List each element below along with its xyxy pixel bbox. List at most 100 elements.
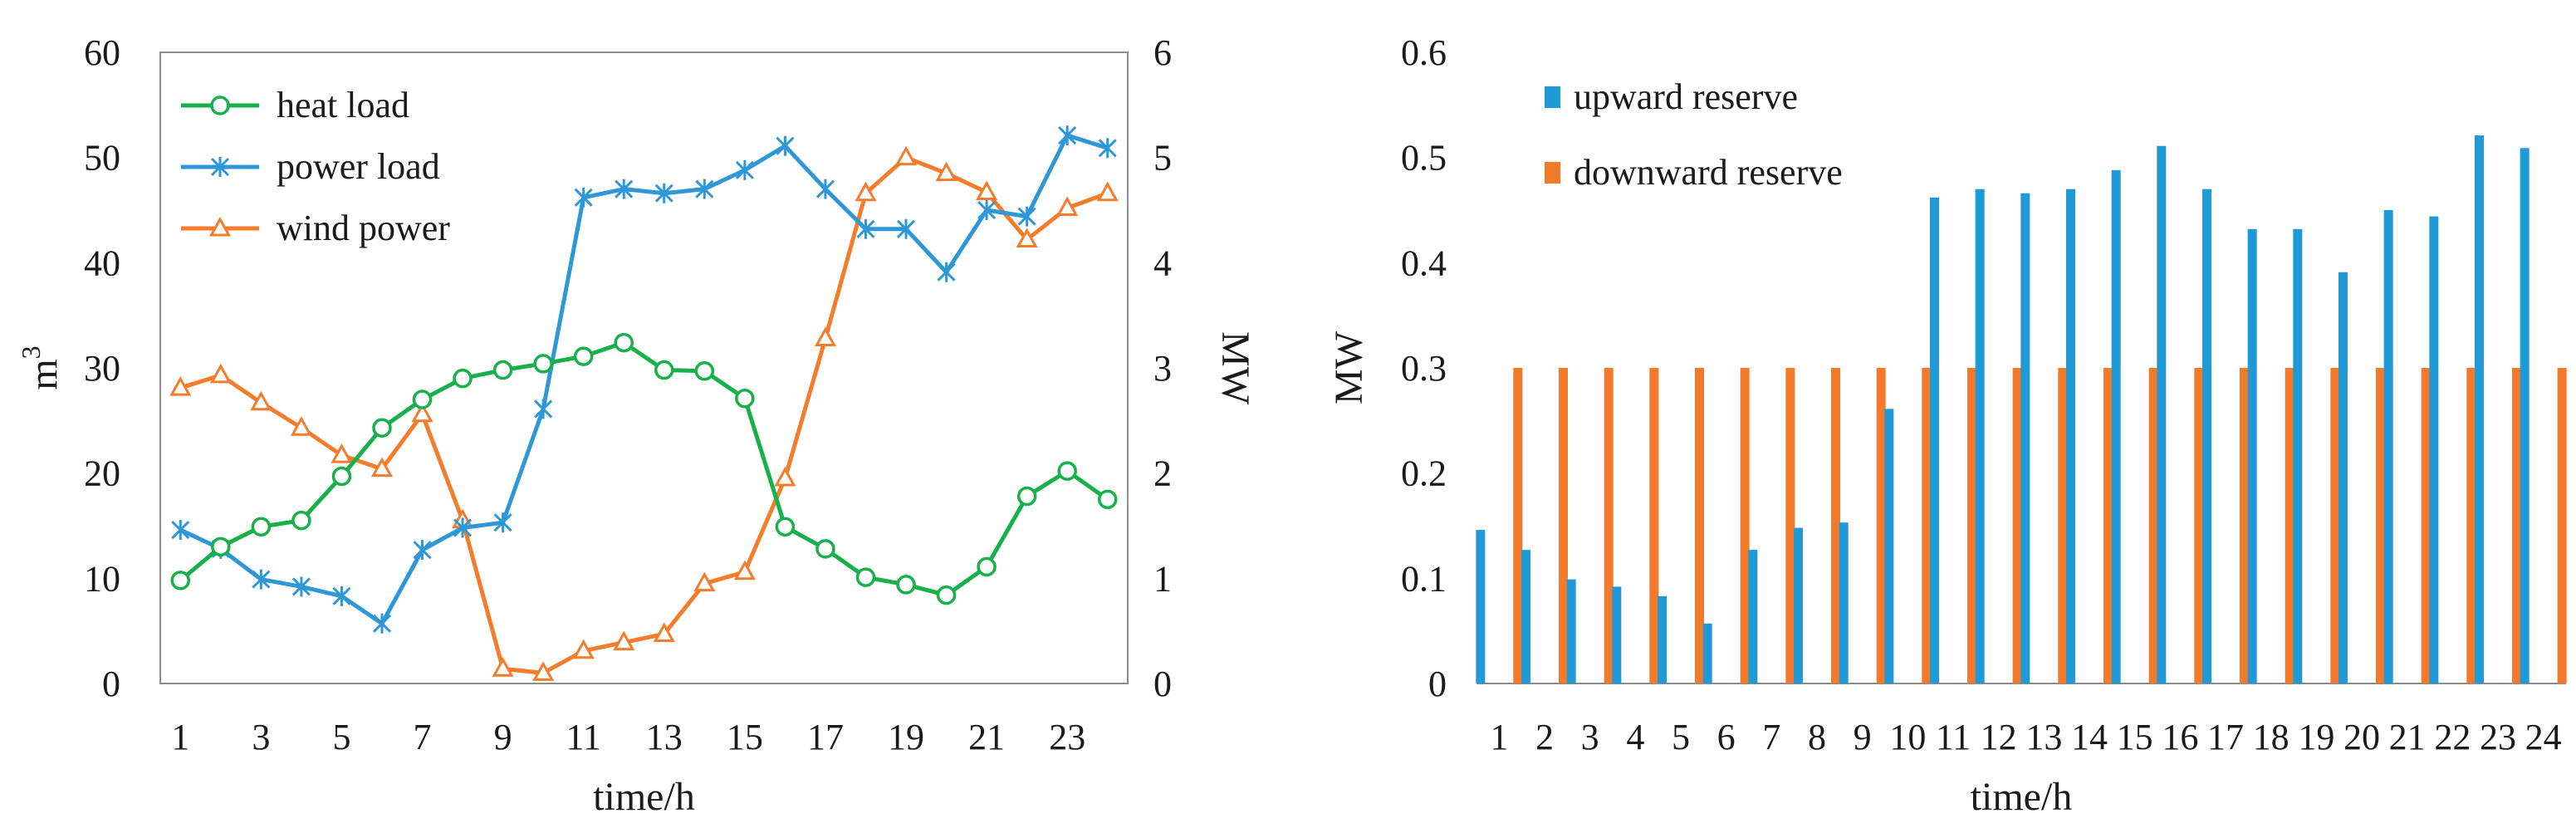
x-tick-label: 4 [1626,717,1644,757]
bar-downward-reserve [2330,368,2340,683]
data-point [290,416,312,436]
bar-downward-reserve [1831,368,1840,683]
data-point [372,613,392,634]
data-point [937,262,956,282]
legend: upward reserve downward reserve [1545,76,1843,193]
y-left-axis-label: m3 [16,345,66,390]
bar-upward-reserve [2520,148,2529,683]
legend-marker [210,96,230,115]
data-point [411,402,433,423]
bar-downward-reserve [1649,368,1659,683]
y-left-axis-label-text: m [22,359,66,390]
x-tick-label: 23 [1049,717,1085,757]
data-point [1017,206,1036,227]
bar-downward-reserve [1922,368,1932,683]
data-point [815,539,835,559]
y-left-tick-label: 20 [84,453,120,494]
bar-downward-reserve [2285,368,2294,683]
data-point [453,368,473,389]
legend-marker [210,157,230,177]
x-tick-label: 22 [2434,717,2471,757]
bar-upward-reserve [2111,169,2121,683]
data-point [693,571,716,592]
bars [1476,135,2567,684]
bar-upward-reserve [1975,189,1985,683]
bar-upward-reserve [1748,550,1758,683]
bar-upward-reserve [2157,145,2167,683]
bar-downward-reserve [2058,368,2068,683]
x-tick-label: 18 [2253,717,2290,757]
data-point [331,443,353,463]
bar-upward-reserve [2202,189,2211,683]
x-tick-label: 8 [1808,717,1826,757]
bar-downward-reserve [2512,368,2521,683]
bar-upward-reserve [1839,522,1849,683]
data-point [935,161,957,182]
data-point [1016,486,1037,507]
bar-upward-reserve [2293,228,2303,683]
x-tick-label: 13 [2025,717,2062,757]
data-point [291,510,311,531]
data-point [250,390,272,411]
series-wind-power [169,145,1119,681]
x-tick-label: 6 [1717,717,1736,757]
bar-downward-reserve [2012,368,2022,683]
y-tick-label: 0.5 [1401,138,1447,179]
x-tick-label: 19 [2298,717,2334,757]
y-tick-label: 0.2 [1401,453,1447,494]
legend-marker [208,216,232,237]
x-tick-label: 17 [2207,717,2244,757]
y-right-tick-label: 1 [1153,558,1172,599]
data-point [291,576,311,597]
y-left-tick-label: 10 [84,558,120,599]
bar-downward-reserve [1740,368,1750,683]
x-tick-label: 11 [1936,717,1971,757]
y-axis-label: MW [1327,331,1371,404]
x-tick-label: 3 [252,717,270,757]
bar-upward-reserve [1612,586,1622,683]
y-right-tick-label: 4 [1153,243,1172,283]
data-point [534,399,553,419]
data-point [735,388,755,409]
series-line [179,133,1109,626]
legend-item: wind power [181,208,450,248]
data-point [774,466,796,487]
plot-area [159,51,1129,684]
x-tick-label: 15 [727,717,763,757]
series-power-load [171,125,1117,634]
data-point [1056,196,1079,216]
data-point [412,390,433,409]
data-point [694,361,715,381]
y-left-tick-label: 30 [84,348,120,389]
data-point [1098,138,1117,159]
bar-upward-reserve [2247,228,2257,683]
legend-item: power load [181,146,440,187]
bar-upward-reserve [2475,135,2484,684]
bar-upward-reserve [2429,216,2439,684]
legend-swatch [1545,162,1560,184]
bar-downward-reserve [2376,368,2385,683]
data-point [331,466,352,487]
bar-upward-reserve [1566,579,1576,683]
data-point [976,180,998,200]
data-point [695,179,714,199]
series-heat-load [170,332,1118,605]
x-tick-label: 14 [2071,717,2108,757]
y-tick-label: 0.3 [1401,348,1447,389]
x-tick-label: 15 [2117,717,2153,757]
bar-downward-reserve [1695,368,1704,683]
data-point [492,657,514,677]
legend-label: upward reserve [1574,76,1798,117]
data-point [977,200,997,220]
bar-downward-reserve [2557,368,2567,683]
data-point [573,346,594,366]
bar-downward-reserve [1513,368,1523,683]
data-point [855,567,876,587]
data-point [733,560,756,581]
data-point [332,585,351,606]
bar-upward-reserve [1658,595,1667,683]
x-tick-label: 11 [566,717,601,757]
x-tick-label: 12 [1981,717,2017,757]
